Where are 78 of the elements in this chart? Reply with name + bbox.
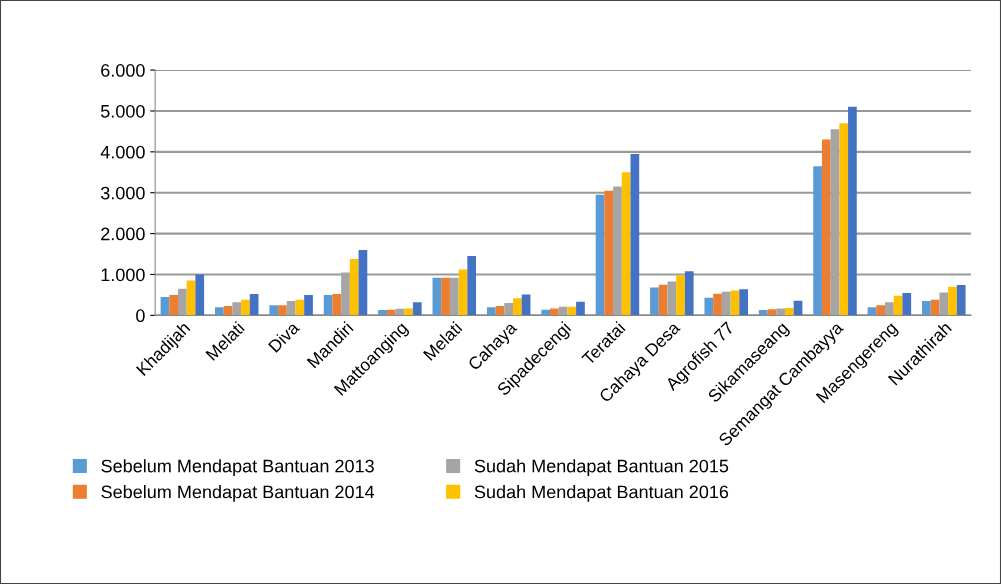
bar <box>550 308 559 316</box>
bar <box>567 306 577 316</box>
bar <box>486 307 496 316</box>
y-tick-label: 1.000 <box>101 268 145 282</box>
bar <box>378 310 387 316</box>
y-tick-label: 6.000 <box>101 64 145 77</box>
bar <box>902 292 912 316</box>
bar <box>876 305 886 316</box>
bar <box>813 166 822 316</box>
bar <box>621 172 631 316</box>
bar <box>576 301 585 316</box>
legend-label: Sudah Mendapat Bantuan 2016 <box>474 485 729 502</box>
legend-label: Sebelum Mendapat Bantuan 2013 <box>101 459 374 476</box>
bar <box>767 309 777 316</box>
bar <box>939 292 949 316</box>
bar <box>630 153 640 316</box>
y-tick-label: 3.000 <box>100 186 145 200</box>
bar <box>412 302 422 316</box>
bar <box>541 309 551 316</box>
legend-label: Sebelum Mendapat Bantuan 2014 <box>101 485 375 502</box>
bar <box>349 258 359 316</box>
bar <box>658 284 668 316</box>
bar <box>304 294 313 316</box>
bar <box>178 288 187 316</box>
bar <box>922 301 931 316</box>
bar <box>776 308 785 316</box>
bar <box>269 305 279 316</box>
bar <box>956 285 966 316</box>
bar <box>169 294 178 316</box>
bar <box>358 249 368 316</box>
bar <box>650 287 659 316</box>
bar <box>730 290 740 316</box>
bar <box>721 291 731 316</box>
bar <box>458 269 468 316</box>
bar <box>432 277 442 316</box>
bar <box>249 294 259 316</box>
bar <box>784 308 794 316</box>
bar <box>286 301 296 316</box>
bar <box>278 305 287 316</box>
bar <box>821 139 831 316</box>
bar <box>195 274 205 316</box>
bar <box>839 123 849 316</box>
bar <box>704 297 714 316</box>
bar <box>948 286 957 316</box>
bar <box>467 256 477 316</box>
bar <box>676 275 685 316</box>
bar <box>604 190 614 316</box>
bar <box>232 302 242 316</box>
bar <box>386 309 396 316</box>
bar <box>848 106 857 316</box>
y-tick-label: 5.000 <box>100 104 145 118</box>
bar <box>295 299 305 316</box>
y-tick-label: 4.000 <box>100 145 145 159</box>
bar <box>332 294 342 316</box>
bar <box>595 194 605 316</box>
bar <box>667 281 677 316</box>
bar <box>885 302 894 316</box>
bar <box>504 303 514 316</box>
bar <box>739 289 748 316</box>
bar <box>830 129 840 316</box>
bar <box>186 280 196 316</box>
x-tick-label: Diva <box>267 320 301 353</box>
bar <box>613 186 622 316</box>
bar <box>214 307 224 316</box>
bar <box>713 293 722 316</box>
bar <box>441 277 450 316</box>
bar <box>513 298 522 316</box>
bar <box>160 296 170 316</box>
y-tick-label: 2.000 <box>101 227 145 241</box>
bar <box>449 277 459 316</box>
bar <box>867 307 877 316</box>
bar <box>323 294 333 316</box>
legend-label: Sudah Mendapat Bantuan 2015 <box>474 459 729 476</box>
y-tick-label: 0 <box>136 309 145 323</box>
bar <box>404 308 413 316</box>
bar <box>684 271 694 316</box>
bar <box>758 310 768 316</box>
bar <box>241 299 250 316</box>
